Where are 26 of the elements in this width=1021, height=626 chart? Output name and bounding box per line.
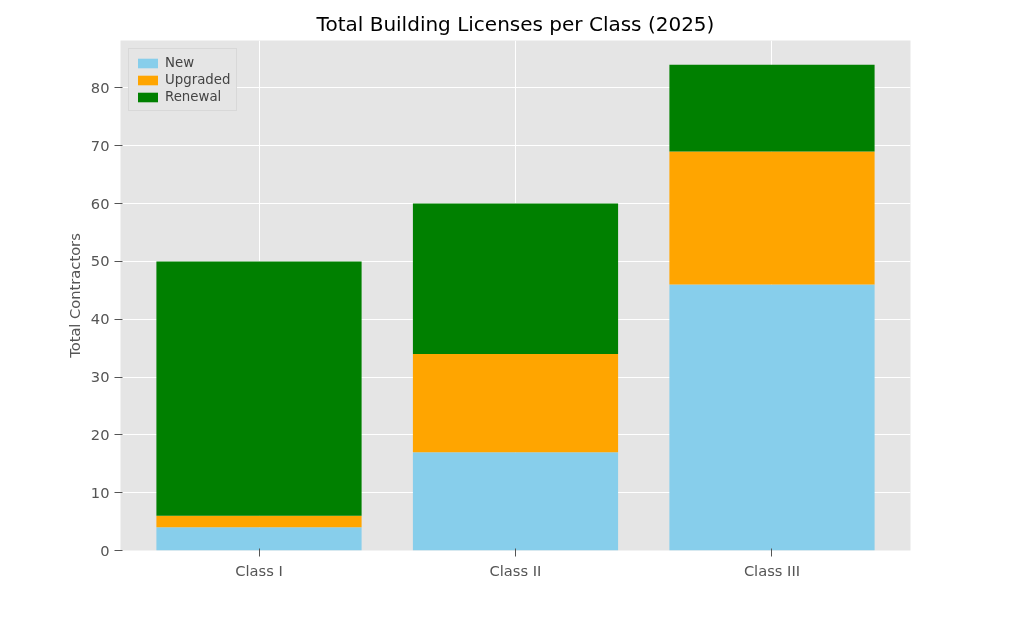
legend-label: New	[165, 55, 195, 70]
legend-label: Renewal	[165, 89, 222, 104]
y-tick-label: 70	[90, 136, 110, 154]
bar	[412, 353, 619, 453]
bar	[412, 203, 619, 354]
x-tick-label: Class II	[489, 561, 542, 579]
bar	[669, 64, 875, 152]
x-tick-label: Class I	[235, 561, 283, 579]
y-tick-label: 80	[90, 78, 110, 96]
y-tick-label: 10	[90, 483, 110, 501]
bar	[156, 515, 362, 528]
bar	[669, 284, 875, 551]
y-tick-label: 20	[90, 425, 110, 443]
y-tick-label: 60	[90, 194, 110, 212]
chart-title: Total Building Licenses per Class (2025)	[315, 11, 715, 36]
x-tick-label: Class III	[743, 561, 801, 579]
bar	[156, 527, 362, 551]
legend-label: Upgraded	[165, 72, 231, 87]
y-tick-label: 50	[90, 252, 110, 270]
y-tick-label: 40	[90, 310, 110, 328]
bar	[669, 151, 875, 285]
y-axis-title: Total Contractors	[65, 233, 83, 359]
bar	[156, 261, 362, 516]
y-tick-label: 0	[100, 541, 110, 559]
bar	[412, 452, 619, 551]
y-tick-label: 30	[90, 368, 110, 386]
